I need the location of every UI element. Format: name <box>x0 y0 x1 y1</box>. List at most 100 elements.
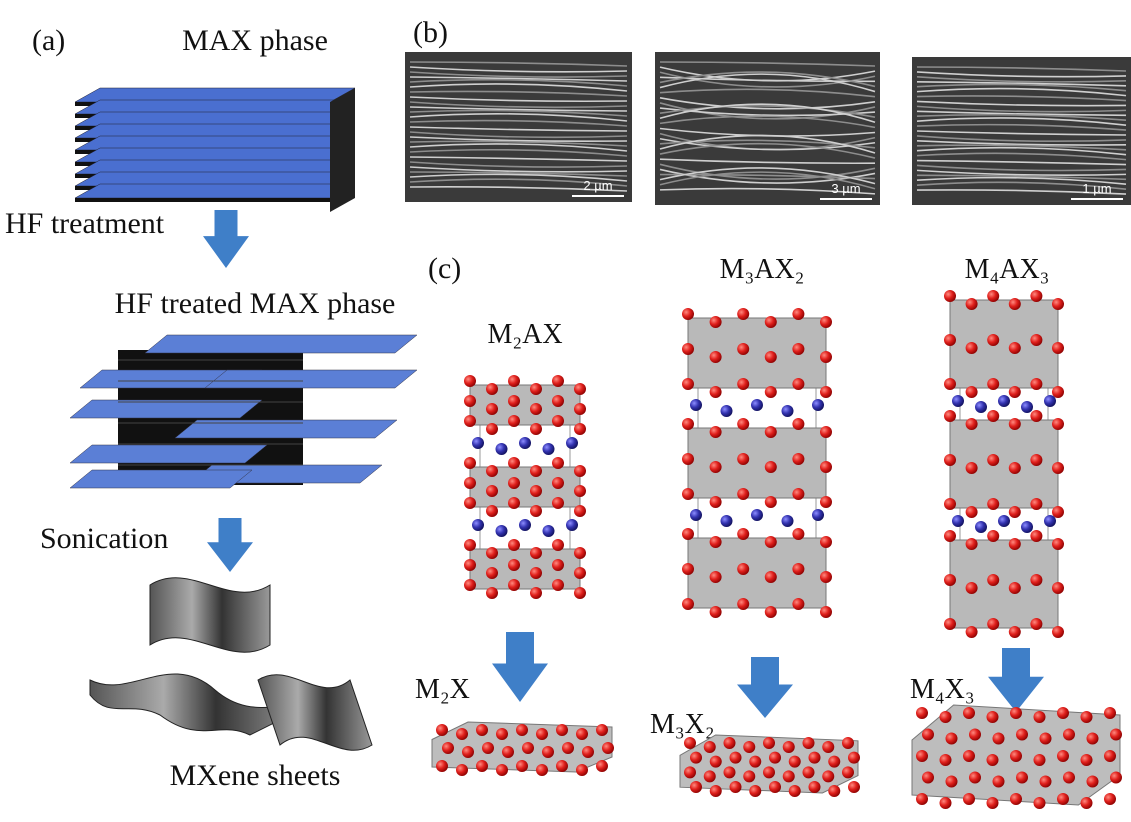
atom-x <box>709 571 722 583</box>
atom-x <box>556 724 568 736</box>
atom-x <box>763 766 775 779</box>
scale-label: 1 µm <box>1082 181 1111 196</box>
sem-layer <box>409 106 628 112</box>
mxene-sheet <box>257 674 373 751</box>
atom-x <box>1052 386 1064 398</box>
atom-x <box>1057 793 1069 805</box>
mxene-sheet <box>149 577 271 653</box>
arrow <box>203 210 249 268</box>
sem-layer <box>409 131 628 139</box>
panel-label: (b) <box>413 16 448 49</box>
atom-a <box>566 437 578 449</box>
atom-a <box>1044 395 1056 407</box>
atom-x <box>1110 771 1122 784</box>
atom-a <box>998 395 1010 407</box>
sem-layer <box>916 117 1127 126</box>
sem-layer <box>916 83 1127 92</box>
atom-a <box>720 515 733 527</box>
sem-layer <box>409 186 628 192</box>
atom-x <box>574 587 586 599</box>
atom-x <box>987 410 1000 422</box>
atom-a <box>952 395 964 407</box>
atom-x <box>723 766 736 779</box>
atom-a <box>472 437 484 449</box>
atom-x <box>530 547 542 559</box>
atom-x <box>1008 386 1021 398</box>
atom-x <box>486 423 498 435</box>
plate <box>74 183 356 199</box>
sem-layer <box>409 178 628 187</box>
atom-a <box>975 521 987 533</box>
stage-label: HF treated MAX phase <box>115 287 396 320</box>
sem-layer <box>659 167 876 185</box>
atom-x <box>1086 775 1099 788</box>
atom-x <box>536 728 548 740</box>
sem-layer <box>659 73 876 93</box>
atom-x <box>792 598 805 610</box>
atom-x <box>496 728 508 740</box>
atom-x <box>763 737 775 749</box>
atom-x <box>476 760 488 772</box>
atom-x <box>986 754 999 766</box>
sem-layer <box>409 140 628 147</box>
atom-a <box>542 443 555 455</box>
sem-layer <box>409 101 628 109</box>
sem-layer <box>916 189 1127 195</box>
atom-a <box>690 399 702 411</box>
atom-x <box>436 724 448 736</box>
atom-x <box>965 298 978 310</box>
atom-x <box>737 488 750 500</box>
octahedra <box>687 317 827 389</box>
atom-x <box>737 598 750 610</box>
atom-x <box>552 415 564 427</box>
sem-layer <box>409 161 628 168</box>
atom-x <box>516 760 528 772</box>
atom-x <box>1008 298 1021 310</box>
atom-x <box>508 395 520 407</box>
atom-x <box>737 418 750 430</box>
atom-x <box>764 461 777 473</box>
atom-x <box>486 505 498 517</box>
atom-x <box>820 461 832 473</box>
sem-layer <box>409 76 628 82</box>
sem-layer <box>409 71 628 78</box>
atom-x <box>922 728 934 741</box>
atom-x <box>682 308 694 320</box>
atom-x <box>476 724 488 736</box>
atom-x <box>574 485 586 497</box>
atom-x <box>820 386 832 398</box>
atom-a <box>720 405 733 417</box>
atom-x <box>552 579 564 591</box>
atom-x <box>987 334 1000 346</box>
atom-x <box>1030 498 1043 510</box>
atom-x <box>808 751 821 764</box>
atom-x <box>737 528 750 540</box>
atom-x <box>574 465 586 477</box>
atom-x <box>456 764 468 776</box>
atom-x <box>1008 506 1021 518</box>
step-label: Sonication <box>40 522 168 555</box>
panel-label: (a) <box>32 24 65 57</box>
atom-a <box>1021 401 1033 413</box>
atom-x <box>709 496 722 508</box>
atom-a <box>495 525 508 537</box>
sem-layer <box>659 163 876 180</box>
atom-x <box>1039 775 1052 788</box>
sem-layer <box>916 100 1127 107</box>
atom-x <box>1016 771 1028 784</box>
atom-a <box>751 399 763 411</box>
atom-x <box>743 741 756 753</box>
sem-layer <box>409 109 628 117</box>
sem-layer <box>916 174 1127 181</box>
atom-x <box>764 571 777 583</box>
atom-x <box>820 496 832 508</box>
atom-x <box>464 415 476 427</box>
arrow <box>492 632 548 702</box>
atom-x <box>542 746 554 758</box>
atom-x <box>944 530 956 542</box>
sem-layer <box>409 156 628 162</box>
atom-x <box>690 781 702 793</box>
atom-x <box>530 465 542 477</box>
sem-layer <box>409 136 628 143</box>
atom-x <box>508 579 520 591</box>
